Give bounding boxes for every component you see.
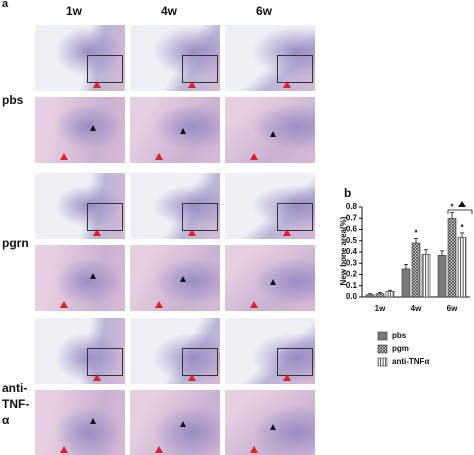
histology-image bbox=[35, 97, 125, 163]
x-tick-label: 6w bbox=[447, 304, 458, 313]
panel-label: b bbox=[344, 186, 352, 200]
y-tick-label: 0.2 bbox=[346, 270, 358, 279]
annotation: * bbox=[460, 223, 464, 232]
bar bbox=[385, 291, 395, 298]
x-tick-label: 1w bbox=[375, 304, 386, 313]
legend-swatch bbox=[377, 357, 388, 367]
histology-image bbox=[35, 25, 125, 91]
bar bbox=[401, 268, 411, 298]
bar bbox=[457, 237, 467, 298]
error-bar bbox=[440, 250, 444, 256]
histology-image bbox=[130, 97, 220, 163]
histology-image bbox=[130, 318, 220, 384]
bar bbox=[365, 294, 375, 298]
error-bar bbox=[388, 289, 392, 292]
y-tick-label: 0.1 bbox=[346, 281, 358, 290]
y-tick-label: 0.0 bbox=[346, 292, 358, 301]
histology-image bbox=[35, 390, 125, 455]
histology-image bbox=[130, 390, 220, 455]
y-tick-label: 0.5 bbox=[346, 236, 358, 245]
error-bar bbox=[404, 263, 408, 269]
column-header: 6w bbox=[256, 4, 273, 18]
bar bbox=[375, 293, 385, 298]
y-tick-label: 0.4 bbox=[346, 247, 358, 256]
y-tick-label: 0.3 bbox=[346, 258, 358, 267]
column-header: 4w bbox=[161, 4, 178, 18]
row-label: pbs bbox=[2, 93, 24, 107]
legend-swatch bbox=[377, 331, 388, 341]
histology-image bbox=[225, 390, 315, 455]
column-header: 1w bbox=[66, 4, 83, 18]
error-bar bbox=[368, 293, 372, 295]
histology-image bbox=[35, 318, 125, 384]
bar bbox=[437, 255, 447, 298]
row-label: pgrn bbox=[2, 236, 29, 250]
legend-label: pbs bbox=[392, 331, 407, 340]
error-bar bbox=[460, 232, 464, 238]
histology-image bbox=[35, 245, 125, 311]
error-bar bbox=[414, 238, 418, 243]
y-tick-label: 0.8 bbox=[346, 202, 358, 211]
histology-image bbox=[225, 97, 315, 163]
panel-label: a bbox=[2, 0, 9, 10]
significance-bracket bbox=[447, 209, 473, 214]
error-bar bbox=[424, 249, 428, 255]
histology-image bbox=[35, 173, 125, 239]
histology-image bbox=[225, 318, 315, 384]
legend-label: anti-TNFα bbox=[392, 357, 429, 366]
histology-image bbox=[225, 173, 315, 239]
histology-image bbox=[225, 245, 315, 311]
histology-image bbox=[130, 173, 220, 239]
y-tick-label: 0.7 bbox=[346, 213, 358, 222]
histology-image bbox=[130, 245, 220, 311]
error-bar bbox=[450, 212, 454, 219]
y-tick-label: 0.6 bbox=[346, 225, 358, 234]
row-label: anti-TNF-α bbox=[2, 381, 30, 427]
error-bar bbox=[378, 292, 382, 294]
legend-swatch bbox=[377, 344, 388, 354]
x-tick-label: 4w bbox=[411, 304, 422, 313]
histology-image bbox=[130, 25, 220, 91]
bar bbox=[447, 217, 457, 298]
histology-image bbox=[225, 25, 315, 91]
significance-marker bbox=[458, 201, 466, 207]
legend-label: pgm bbox=[392, 344, 409, 353]
annotation: * bbox=[414, 229, 418, 238]
annotation: * bbox=[450, 203, 454, 212]
y-axis-label: New bone area(%) bbox=[339, 216, 348, 285]
bar bbox=[421, 253, 431, 298]
bar bbox=[411, 242, 421, 298]
